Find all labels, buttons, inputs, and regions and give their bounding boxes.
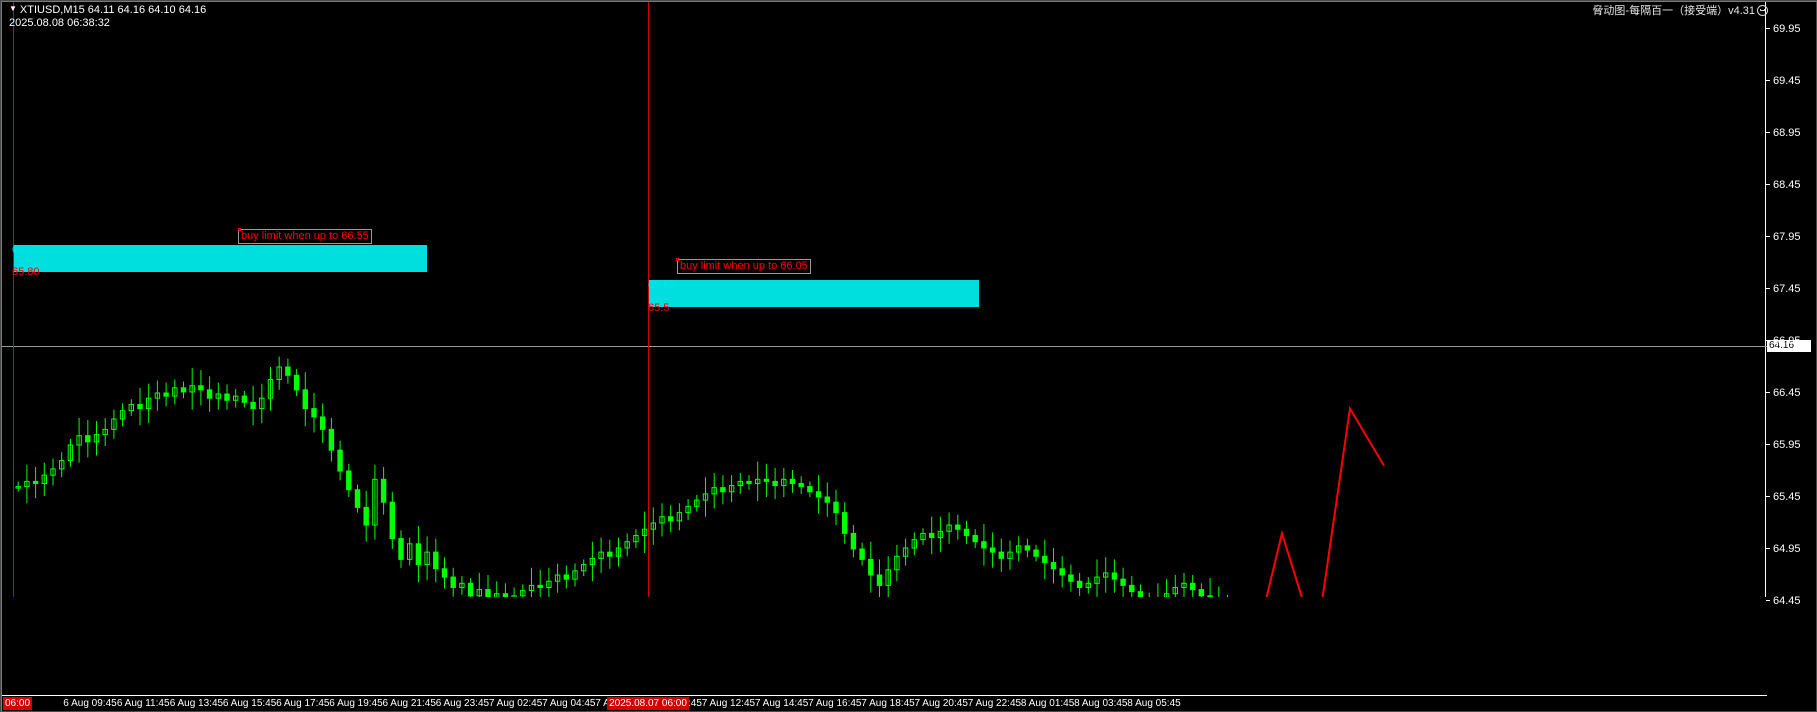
- time-tick: 7 Aug 16:45: [808, 698, 862, 709]
- price-tick-label: 68.45: [1773, 179, 1801, 191]
- time-tick: 8 Aug 05:45: [1127, 698, 1181, 709]
- price-tick: 64.45: [1766, 595, 1816, 607]
- price-tick: 64.95: [1766, 543, 1816, 555]
- price-tick-label: 67.45: [1773, 283, 1801, 295]
- price-tick-label: 68.95: [1773, 127, 1801, 139]
- price-tick-label: 65.45: [1773, 491, 1801, 503]
- time-tick: 7 Aug 02:45: [488, 698, 543, 709]
- price-tick-dash: [1766, 392, 1770, 393]
- time-left-badge: 06:00: [3, 697, 33, 710]
- crosshair-vertical-line[interactable]: [648, 2, 649, 597]
- time-tick: 8 Aug 01:45: [1020, 698, 1075, 709]
- time-scale-axis[interactable]: 06:00 6 Aug 09:45 6 Aug 11:45 6 Aug 13:45 6…: [2, 695, 1767, 710]
- time-tick: 7 Aug 12:45: [701, 698, 756, 709]
- time-tick: 6 Aug 17:45: [276, 698, 330, 709]
- zone1-bottom-price-label: 65.80: [12, 266, 40, 278]
- time-tick: 7 Aug 14:45: [754, 698, 809, 709]
- window-frame-top: [1, 1, 1817, 2]
- projected-path-drawing: [1265, 405, 1385, 597]
- chevron-down-icon[interactable]: ▼: [9, 4, 17, 13]
- buy-limit-1-text: buy limit when up to 66.55: [241, 230, 369, 242]
- zone2-top-price-label: 65.62: [648, 279, 676, 291]
- price-tick-label: 67.95: [1773, 231, 1801, 243]
- price-tick-dash: [1766, 340, 1770, 341]
- buy-limit-2-text: buy limit when up to 66.05: [680, 260, 808, 272]
- candlestick-series: [15, 356, 1228, 597]
- zone1-top-price-label: 66.15: [12, 244, 40, 256]
- price-tick-dash: [1766, 548, 1770, 549]
- symbol-ohlc-text: XTIUSD,M15 64.11 64.16 64.10 64.16: [19, 4, 207, 16]
- price-scale-axis[interactable]: 64.16 69.95 69.45 68.95 68.45 67.95 67.45 66.9…: [1765, 2, 1816, 607]
- time-tick: 6 Aug 13:45: [169, 698, 224, 709]
- time-tick: 6 Aug 21:45: [382, 698, 436, 709]
- indicator-label-text: 脅动图-每隔百一（接受端）v4.31: [1592, 5, 1755, 17]
- time-tick: 7 Aug 04:45: [542, 698, 596, 709]
- window-frame-left: [1, 1, 2, 712]
- price-tick: 67.95: [1766, 231, 1816, 243]
- zone2-bottom-price-label: 65.5: [648, 302, 670, 314]
- session-separator-left: [13, 2, 14, 597]
- price-tick-dash: [1766, 236, 1770, 237]
- price-tick-dash: [1766, 132, 1770, 133]
- price-tick: 66.95: [1766, 335, 1816, 347]
- price-tick-label: 69.45: [1773, 75, 1801, 87]
- time-tick: 7 Aug 22:45: [967, 698, 1022, 709]
- price-tick: 69.95: [1766, 23, 1816, 35]
- chart-plot-area[interactable]: buy limit when up to 66.55 buy limit whe…: [2, 2, 1767, 597]
- time-tick: 6 Aug 23:45: [435, 698, 490, 709]
- supply-zone-2[interactable]: [648, 280, 979, 307]
- smiley-face-icon: [1757, 5, 1768, 16]
- current-price-line: [2, 346, 1767, 347]
- time-tick: 7 Aug 18:45: [861, 698, 915, 709]
- time-tick: 6 Aug 15:45: [222, 698, 277, 709]
- time-tick: 6 Aug 09:45: [63, 698, 117, 709]
- price-tick: 67.45: [1766, 283, 1816, 295]
- time-tick: 6 Aug 19:45: [329, 698, 383, 709]
- price-tick-dash: [1766, 444, 1770, 445]
- buy-limit-2-anchor: [676, 258, 679, 261]
- buy-limit-1-label[interactable]: buy limit when up to 66.55: [238, 229, 372, 244]
- price-tick: 69.45: [1766, 75, 1816, 87]
- symbol-ohlc-line: ▼ XTIUSD,M15 64.11 64.16 64.10 64.16: [9, 4, 206, 17]
- price-tick-dash: [1766, 600, 1770, 601]
- price-tick: 68.95: [1766, 127, 1816, 139]
- price-tick-label: 65.95: [1773, 439, 1801, 451]
- chart-datetime: 2025.08.08 06:38:32: [9, 17, 110, 29]
- time-tick: 6 Aug 11:45: [116, 698, 170, 709]
- price-tick-dash: [1766, 184, 1770, 185]
- time-tick: 8 Aug 03:45: [1074, 698, 1128, 709]
- buy-limit-1-anchor: [238, 228, 241, 231]
- price-tick: 66.45: [1766, 387, 1816, 399]
- price-tick-label: 66.45: [1773, 387, 1801, 399]
- price-tick-dash: [1766, 496, 1770, 497]
- price-tick-dash: [1766, 288, 1770, 289]
- price-tick-label: 66.95: [1773, 335, 1801, 347]
- time-tick: 7 Aug 20:45: [914, 698, 968, 709]
- buy-limit-2-label[interactable]: buy limit when up to 66.05: [677, 259, 811, 274]
- price-tick: 65.45: [1766, 491, 1816, 503]
- price-tick-dash: [1766, 28, 1770, 29]
- current-price-marker: 64.16: [1767, 340, 1811, 352]
- price-tick-label: 64.95: [1773, 543, 1801, 555]
- price-tick: 65.95: [1766, 439, 1816, 451]
- price-tick-label: 64.45: [1773, 595, 1801, 607]
- symbol-header: ▼ XTIUSD,M15 64.11 64.16 64.10 64.16 2025…: [9, 4, 206, 30]
- price-tick-dash: [1766, 80, 1770, 81]
- price-tick-label: 69.95: [1773, 23, 1801, 35]
- supply-zone-1[interactable]: [13, 245, 427, 272]
- indicator-version-label: 脅动图-每隔百一（接受端）v4.31: [1592, 5, 1768, 18]
- candlestick-canvas: [15, 356, 1385, 597]
- price-tick: 68.45: [1766, 179, 1816, 191]
- time-tick-accent: 2025.08.07 06:00: [607, 697, 689, 710]
